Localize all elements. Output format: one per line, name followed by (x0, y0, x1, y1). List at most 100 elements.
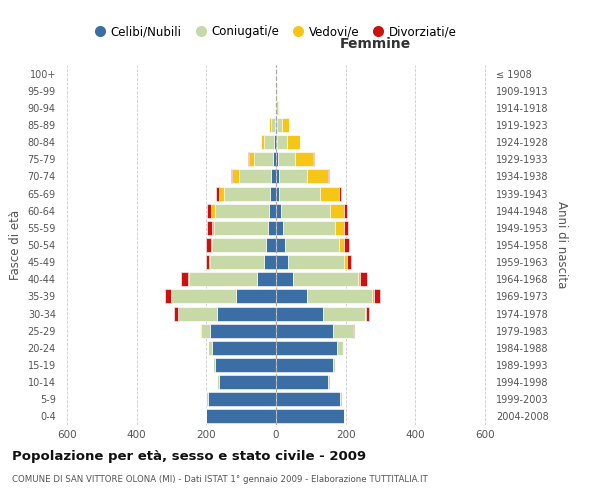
Bar (213, 358, 215, 372)
Bar (339, 238, 344, 252)
Bar (283, 221, 335, 235)
Bar (366, 306, 370, 320)
Bar (217, 186, 219, 200)
Bar (276, 290, 307, 304)
Text: COMUNE DI SAN VITTORE OLONA (MI) - Dati ISTAT 1° gennaio 2009 - Elaborazione TUT: COMUNE DI SAN VITTORE OLONA (MI) - Dati … (12, 475, 428, 484)
Bar (277, 135, 287, 149)
Bar (181, 272, 188, 286)
Bar (287, 135, 299, 149)
Bar (211, 204, 215, 218)
Bar (276, 204, 281, 218)
Bar (279, 170, 307, 183)
Bar (276, 392, 340, 406)
Bar (271, 170, 276, 183)
Bar (275, 118, 276, 132)
Bar (239, 170, 271, 183)
Bar (276, 375, 328, 389)
Bar (215, 204, 269, 218)
Bar (276, 221, 283, 235)
Bar (374, 290, 380, 304)
Bar (212, 238, 266, 252)
Bar (334, 358, 335, 372)
Bar (217, 375, 218, 389)
Bar (275, 101, 276, 115)
Bar (372, 290, 374, 304)
Y-axis label: Anni di nascita: Anni di nascita (556, 202, 568, 288)
Bar (276, 306, 323, 320)
Bar (307, 290, 372, 304)
Bar (353, 324, 355, 338)
Bar (206, 392, 208, 406)
Bar (274, 135, 276, 149)
Bar (344, 238, 349, 252)
Bar (236, 290, 276, 304)
Bar (206, 255, 209, 269)
Bar (276, 410, 344, 424)
Bar (276, 118, 277, 132)
Bar (313, 152, 314, 166)
Bar (276, 238, 285, 252)
Bar (277, 118, 282, 132)
Text: Popolazione per età, sesso e stato civile - 2009: Popolazione per età, sesso e stato civil… (12, 450, 366, 463)
Bar (270, 186, 276, 200)
Bar (224, 186, 270, 200)
Bar (261, 135, 264, 149)
Y-axis label: Fasce di età: Fasce di età (9, 210, 22, 280)
Bar (334, 324, 353, 338)
Bar (285, 238, 339, 252)
Bar (164, 290, 171, 304)
Bar (208, 204, 211, 218)
Bar (344, 204, 347, 218)
Bar (266, 238, 276, 252)
Bar (299, 135, 301, 149)
Bar (295, 152, 313, 166)
Bar (172, 290, 236, 304)
Bar (323, 306, 365, 320)
Bar (206, 410, 276, 424)
Legend: Celibi/Nubili, Coniugati/e, Vedovi/e, Divorziati/e: Celibi/Nubili, Coniugati/e, Vedovi/e, Di… (91, 20, 461, 43)
Bar (212, 341, 276, 355)
Bar (347, 255, 351, 269)
Bar (328, 170, 329, 183)
Bar (339, 186, 341, 200)
Bar (288, 255, 344, 269)
Bar (276, 101, 278, 115)
Bar (320, 186, 339, 200)
Bar (337, 341, 343, 355)
Bar (328, 375, 330, 389)
Bar (268, 221, 276, 235)
Bar (178, 306, 217, 320)
Bar (208, 392, 276, 406)
Bar (330, 204, 344, 218)
Bar (344, 255, 347, 269)
Bar (276, 358, 334, 372)
Bar (264, 255, 276, 269)
Bar (210, 324, 276, 338)
Text: Femmine: Femmine (340, 36, 411, 51)
Bar (340, 392, 342, 406)
Bar (276, 255, 288, 269)
Bar (293, 272, 358, 286)
Bar (269, 118, 271, 132)
Bar (214, 221, 268, 235)
Bar (276, 152, 278, 166)
Bar (254, 152, 273, 166)
Bar (171, 290, 172, 304)
Bar (281, 204, 330, 218)
Bar (211, 238, 212, 252)
Bar (344, 221, 348, 235)
Bar (208, 341, 212, 355)
Bar (219, 186, 224, 200)
Bar (174, 306, 178, 320)
Bar (358, 272, 359, 286)
Bar (206, 238, 211, 252)
Bar (218, 375, 276, 389)
Bar (282, 118, 289, 132)
Bar (307, 170, 328, 183)
Bar (273, 152, 276, 166)
Bar (276, 186, 280, 200)
Bar (210, 255, 264, 269)
Bar (215, 358, 276, 372)
Bar (209, 255, 210, 269)
Bar (276, 272, 293, 286)
